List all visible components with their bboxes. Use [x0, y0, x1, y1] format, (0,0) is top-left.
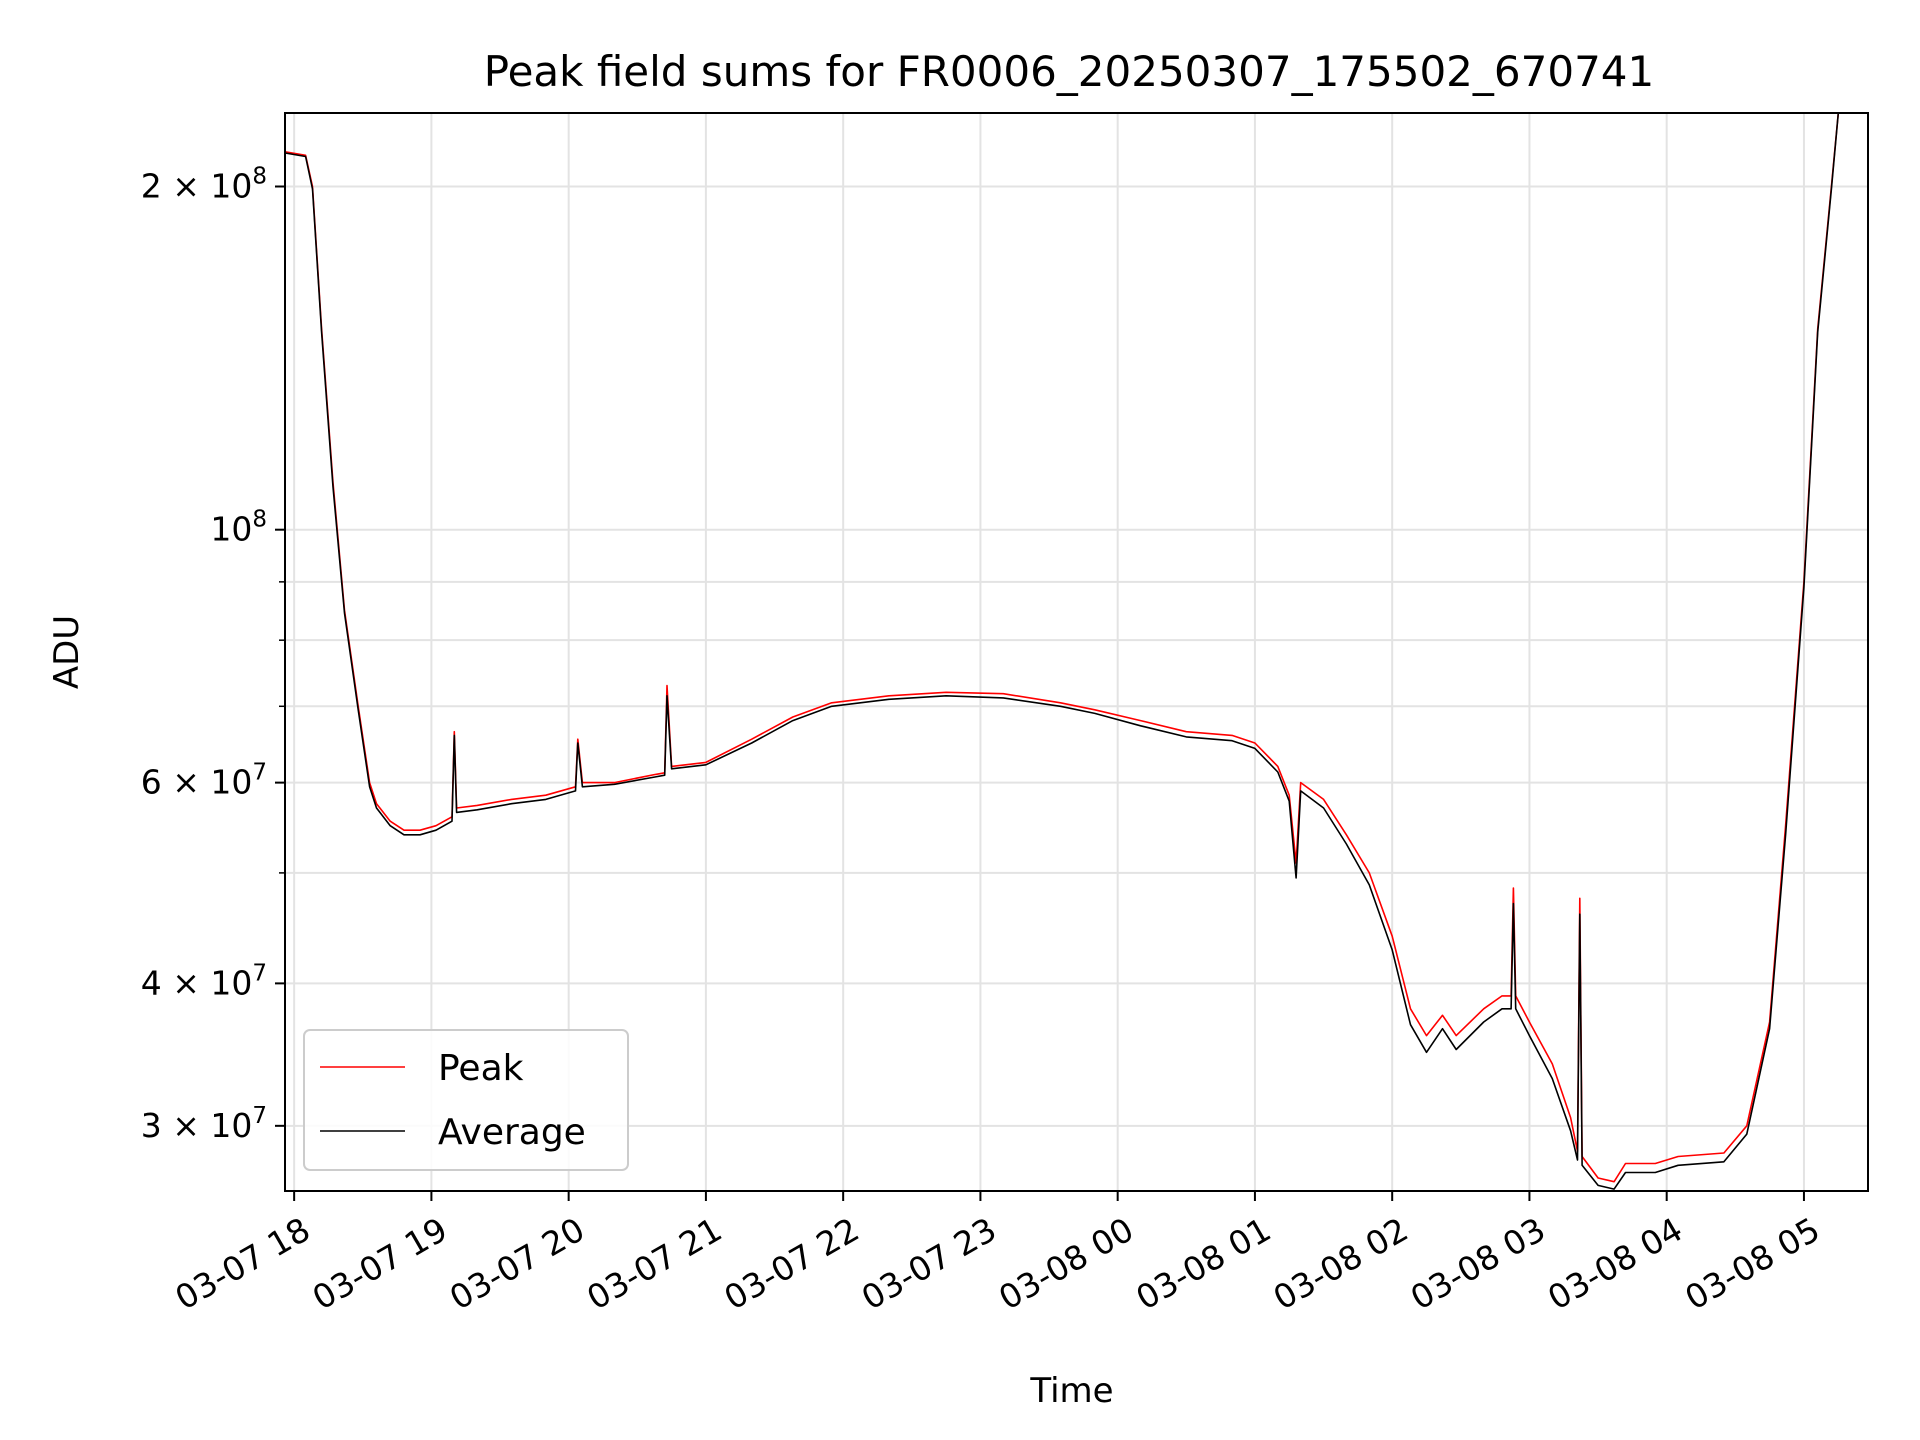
legend-box: [303, 1029, 629, 1171]
y-axis-label: ADU: [47, 615, 87, 689]
y-tick-exponent: 7: [252, 760, 267, 786]
y-tick-label: 2 × 108: [141, 163, 267, 205]
y-tick-base: 4 × 10: [141, 963, 253, 1002]
y-tick-exponent: 8: [252, 163, 267, 189]
y-tick-label: 4 × 107: [141, 960, 267, 1002]
y-tick-exponent: 7: [252, 1103, 267, 1129]
y-tick-base: 6 × 10: [141, 763, 253, 802]
y-tick-exponent: 7: [252, 960, 267, 986]
y-tick-label: 108: [210, 507, 267, 549]
legend: Peak Average: [303, 1029, 629, 1171]
y-tick-exponent: 8: [252, 507, 267, 533]
y-tick-base: 2 × 10: [141, 166, 253, 205]
chart-title: Peak field sums for FR0006_20250307_1755…: [484, 47, 1654, 96]
series-group: [285, 113, 1840, 1190]
y-tick-base: 10: [210, 510, 252, 549]
grid: [285, 113, 1868, 1191]
y-tick-base: 3 × 10: [141, 1106, 253, 1145]
legend-label-peak: Peak: [438, 1048, 524, 1089]
series-line-peak: [285, 113, 1840, 1183]
y-tick-label: 6 × 107: [141, 760, 267, 802]
legend-label-average: Average: [438, 1112, 586, 1153]
y-tick-label: 3 × 107: [141, 1103, 267, 1145]
series-line-average: [285, 113, 1840, 1190]
plot-frame: [284, 112, 1869, 1192]
x-axis-label: Time: [1029, 1371, 1113, 1411]
